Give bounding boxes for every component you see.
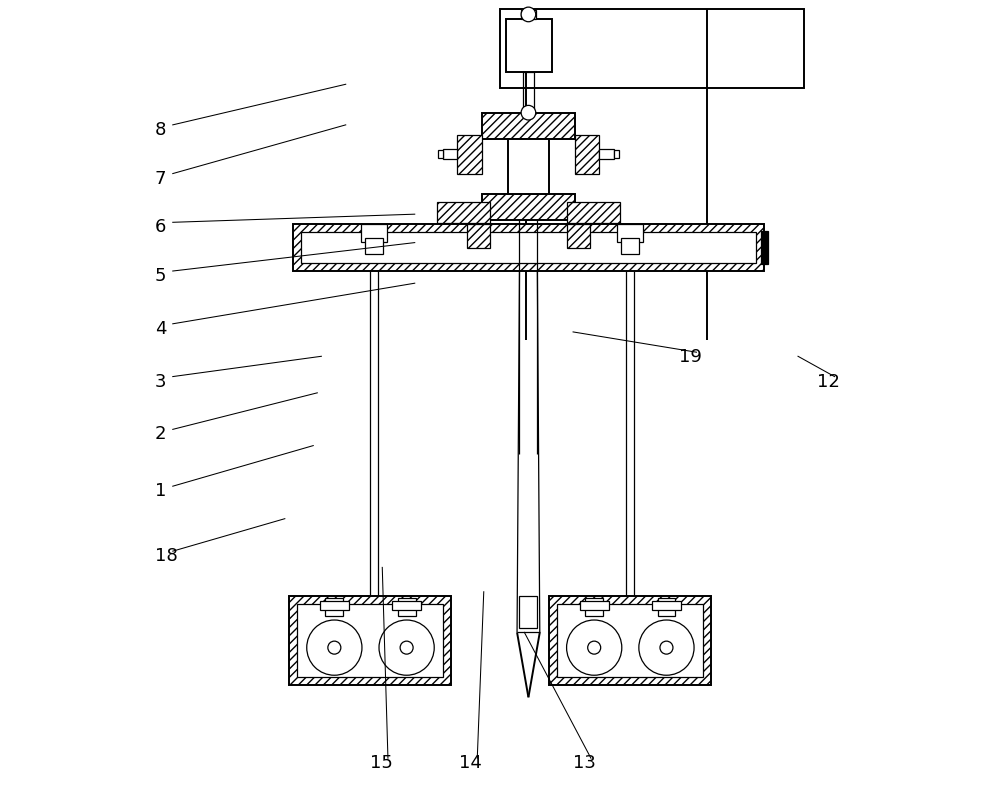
- Bar: [398, 599, 416, 616]
- Bar: [519, 596, 537, 629]
- Text: 19: 19: [679, 348, 702, 366]
- Bar: [297, 604, 443, 677]
- Bar: [325, 599, 343, 616]
- Bar: [614, 152, 619, 159]
- Circle shape: [660, 642, 673, 654]
- Bar: [575, 135, 599, 174]
- Bar: [482, 195, 575, 221]
- Bar: [652, 601, 681, 611]
- Text: 13: 13: [573, 753, 596, 771]
- Bar: [443, 150, 457, 161]
- Bar: [658, 599, 675, 616]
- Circle shape: [567, 620, 622, 676]
- Bar: [567, 225, 590, 249]
- Bar: [617, 225, 643, 242]
- Circle shape: [521, 8, 536, 23]
- Text: 5: 5: [155, 267, 166, 285]
- Bar: [508, 139, 549, 195]
- Circle shape: [307, 620, 362, 676]
- Text: 1: 1: [155, 482, 166, 500]
- Circle shape: [521, 106, 536, 121]
- Bar: [761, 232, 768, 264]
- Text: 12: 12: [817, 372, 840, 390]
- Text: 2: 2: [155, 425, 166, 443]
- Text: 4: 4: [155, 320, 166, 337]
- Bar: [437, 203, 490, 224]
- Text: 15: 15: [370, 753, 393, 771]
- Bar: [301, 233, 756, 264]
- Circle shape: [588, 642, 601, 654]
- Bar: [320, 601, 349, 611]
- Text: 7: 7: [155, 169, 166, 187]
- Bar: [621, 238, 639, 255]
- Bar: [521, 11, 536, 20]
- Bar: [585, 599, 603, 616]
- Circle shape: [379, 620, 434, 676]
- Bar: [289, 596, 451, 685]
- Bar: [467, 225, 490, 249]
- Bar: [599, 150, 614, 161]
- Bar: [549, 596, 711, 685]
- Bar: [293, 225, 764, 272]
- Circle shape: [328, 642, 341, 654]
- Text: 18: 18: [155, 547, 178, 564]
- Bar: [580, 601, 609, 611]
- Bar: [438, 152, 443, 159]
- Bar: [506, 20, 552, 73]
- Bar: [567, 203, 620, 224]
- Circle shape: [639, 620, 694, 676]
- Text: 8: 8: [155, 121, 166, 139]
- Bar: [457, 135, 482, 174]
- Text: 6: 6: [155, 218, 166, 236]
- Bar: [361, 225, 387, 242]
- Bar: [500, 10, 804, 89]
- Bar: [557, 604, 703, 677]
- Bar: [482, 114, 575, 139]
- Bar: [365, 238, 383, 255]
- Text: 3: 3: [155, 372, 166, 390]
- Bar: [392, 601, 421, 611]
- Circle shape: [400, 642, 413, 654]
- Text: 14: 14: [459, 753, 482, 771]
